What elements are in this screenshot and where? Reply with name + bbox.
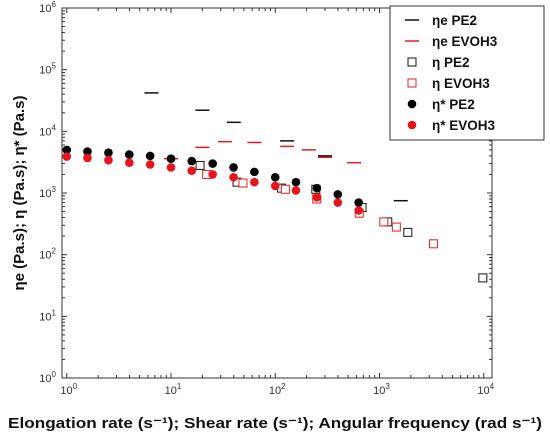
data-point [354,198,363,207]
data-point [250,167,259,177]
series-0 [144,92,408,202]
x-tick-label: 101 [165,382,182,397]
data-point [125,158,134,167]
data-point [187,156,197,166]
data-point [229,172,238,182]
legend-label: η EVOH3 [432,76,490,91]
data-point [478,273,488,283]
legend-box [389,5,545,141]
data-point [125,150,134,159]
data-point [250,177,259,187]
data-point [104,155,113,165]
legend-marker [407,57,417,67]
y-axis-title: ηe (Pa.s); η (Pa.s); η* (Pa.s) [11,95,28,290]
data-point [312,193,322,202]
y-tick-label: 106 [39,0,56,15]
x-tick-label: 104 [477,382,494,397]
legend-marker [407,99,417,109]
data-point [166,163,176,172]
data-point [238,178,248,188]
data-point [403,227,413,237]
data-point [333,198,343,207]
data-point [291,186,301,195]
data-point [270,172,280,182]
data-point [83,147,92,156]
data-point [208,159,217,168]
data-marks [62,92,488,283]
x-tick-label: 100 [60,382,77,397]
x-tick-label: 102 [269,382,286,397]
data-point [391,222,401,232]
data-point [312,183,322,193]
data-point [195,160,205,170]
data-point [62,145,72,155]
series-5 [62,152,363,215]
y-tick-label: 101 [39,308,56,323]
y-tick-label: 103 [39,185,56,200]
y-tick-label: 100 [39,370,56,385]
data-point [429,239,439,249]
legend-marker [407,78,417,88]
legend-label: η PE2 [432,55,470,70]
data-point [145,160,155,169]
data-point [166,154,176,163]
data-point [83,153,92,163]
data-point [270,181,280,191]
data-point [379,217,389,227]
data-point [333,190,343,199]
x-tick-label: 103 [373,382,390,397]
data-point [145,151,155,161]
series-4 [62,145,363,207]
x-axis-title: Elongation rate (s⁻¹); Shear rate (s⁻¹);… [8,415,542,432]
legend-label: η* PE2 [432,97,475,112]
data-point [229,163,238,172]
y-tick-label: 102 [39,247,56,262]
legend-label: ηe PE2 [432,13,477,28]
legend-label: η* EVOH3 [432,118,496,133]
y-tick-label: 105 [39,62,56,77]
data-point [62,152,72,161]
data-point [208,170,217,179]
legend-marker [407,120,417,130]
y-tick-label: 104 [39,123,56,138]
data-point [291,177,301,187]
legend: ηe PE2 ηe EVOH3 η PE2 η EVOH3 η* PE2 η* EVOH3 [389,5,545,141]
data-point [187,166,197,175]
data-point [104,148,113,158]
legend-label: ηe EVOH3 [432,34,498,49]
data-point [354,206,363,215]
data-point [280,184,290,194]
